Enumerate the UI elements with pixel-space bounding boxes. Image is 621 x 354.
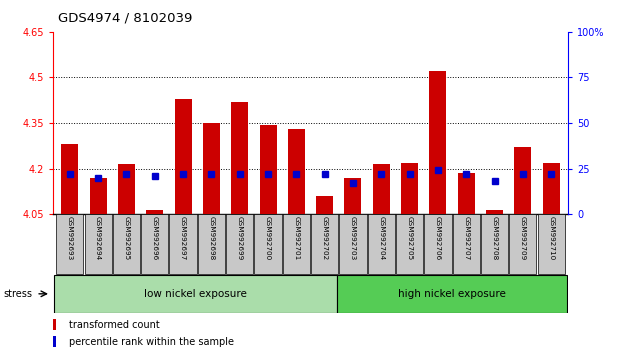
- FancyBboxPatch shape: [311, 214, 338, 274]
- Bar: [288, 129, 305, 214]
- FancyBboxPatch shape: [197, 214, 225, 274]
- Text: GSM992708: GSM992708: [492, 216, 497, 260]
- FancyBboxPatch shape: [424, 214, 451, 274]
- Text: GSM992701: GSM992701: [293, 216, 299, 260]
- Text: GSM992696: GSM992696: [152, 216, 158, 260]
- Bar: [514, 147, 532, 214]
- FancyBboxPatch shape: [337, 275, 567, 313]
- Bar: [430, 72, 446, 214]
- FancyBboxPatch shape: [396, 214, 424, 274]
- FancyBboxPatch shape: [453, 214, 480, 274]
- FancyBboxPatch shape: [54, 275, 337, 313]
- Bar: [89, 178, 107, 214]
- FancyBboxPatch shape: [509, 214, 537, 274]
- Bar: [61, 144, 78, 214]
- FancyBboxPatch shape: [84, 214, 112, 274]
- Text: GSM992694: GSM992694: [95, 216, 101, 260]
- Bar: [260, 125, 276, 214]
- FancyBboxPatch shape: [538, 214, 565, 274]
- FancyBboxPatch shape: [141, 214, 168, 274]
- FancyBboxPatch shape: [340, 214, 366, 274]
- Text: GSM992707: GSM992707: [463, 216, 469, 260]
- Text: GSM992710: GSM992710: [548, 216, 554, 260]
- FancyBboxPatch shape: [113, 214, 140, 274]
- Text: GSM992695: GSM992695: [124, 216, 129, 260]
- FancyBboxPatch shape: [481, 214, 508, 274]
- Bar: [203, 123, 220, 214]
- Text: GSM992705: GSM992705: [407, 216, 412, 260]
- Text: GSM992709: GSM992709: [520, 216, 526, 260]
- Text: GSM992698: GSM992698: [209, 216, 214, 260]
- Bar: [231, 102, 248, 214]
- Bar: [316, 196, 333, 214]
- FancyBboxPatch shape: [283, 214, 310, 274]
- Bar: [53, 336, 56, 347]
- FancyBboxPatch shape: [368, 214, 395, 274]
- Bar: [373, 164, 390, 214]
- Text: GSM992702: GSM992702: [322, 216, 328, 260]
- Text: GSM992706: GSM992706: [435, 216, 441, 260]
- Text: percentile rank within the sample: percentile rank within the sample: [70, 337, 234, 347]
- Text: stress: stress: [3, 289, 32, 299]
- Text: GSM992699: GSM992699: [237, 216, 243, 260]
- Bar: [53, 319, 56, 330]
- Text: transformed count: transformed count: [70, 320, 160, 330]
- Text: GSM992703: GSM992703: [350, 216, 356, 260]
- FancyBboxPatch shape: [56, 214, 83, 274]
- Bar: [345, 178, 361, 214]
- FancyBboxPatch shape: [255, 214, 281, 274]
- Bar: [543, 162, 560, 214]
- Bar: [401, 162, 418, 214]
- Text: low nickel exposure: low nickel exposure: [144, 289, 247, 299]
- Text: GDS4974 / 8102039: GDS4974 / 8102039: [58, 12, 193, 24]
- FancyBboxPatch shape: [170, 214, 197, 274]
- Bar: [458, 173, 475, 214]
- Text: GSM992697: GSM992697: [180, 216, 186, 260]
- Text: GSM992704: GSM992704: [378, 216, 384, 260]
- Text: GSM992700: GSM992700: [265, 216, 271, 260]
- Bar: [486, 210, 503, 214]
- FancyBboxPatch shape: [226, 214, 253, 274]
- Text: high nickel exposure: high nickel exposure: [398, 289, 506, 299]
- Bar: [118, 164, 135, 214]
- Bar: [175, 99, 191, 214]
- Bar: [146, 210, 163, 214]
- Text: GSM992693: GSM992693: [67, 216, 73, 260]
